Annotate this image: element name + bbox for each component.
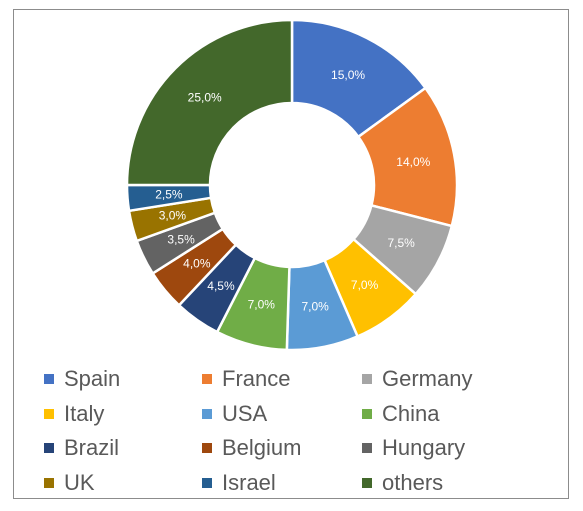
data-label-others: 25,0% (188, 91, 222, 105)
data-label-spain: 15,0% (331, 68, 365, 82)
data-label-uk: 3,0% (159, 209, 187, 223)
legend-item-china: China (362, 397, 439, 431)
data-label-germany: 7,5% (387, 236, 415, 250)
legend-label: Belgium (222, 435, 302, 460)
legend-swatch (362, 443, 372, 453)
legend-item-brazil: Brazil (44, 431, 119, 465)
legend-label: Spain (64, 366, 121, 391)
legend-item-others: others (362, 466, 443, 500)
legend-label: Brazil (64, 435, 120, 460)
legend-label: USA (222, 400, 268, 426)
legend-label: Israel (222, 469, 276, 495)
data-label-china: 7,0% (248, 298, 276, 312)
legend-item-germany: Germany (362, 362, 472, 396)
legend-swatch (202, 477, 212, 488)
legend-swatch (362, 374, 372, 384)
slice-others (125, 18, 294, 187)
legend-label: France (222, 366, 291, 391)
legend-item-italy: Italy (44, 397, 104, 431)
legend-item-france: France (202, 362, 290, 396)
legend-swatch (202, 374, 212, 384)
legend-label: others (382, 469, 444, 495)
chart-frame: 15,0% 14,0% 7,5% 7,0% 7,0% 7,0% 4,5% 4,0% 3,5% 3,… (13, 9, 569, 499)
data-label-hungary: 3,5% (167, 232, 195, 246)
legend-label: Italy (64, 400, 105, 426)
data-label-israel: 2,5% (155, 188, 183, 202)
legend-item-hungary: Hungary (362, 431, 465, 465)
legend-swatch (362, 408, 372, 419)
legend-item-spain: Spain (44, 362, 120, 396)
legend-swatch (44, 408, 54, 419)
legend-item-israel: Israel (202, 466, 276, 500)
data-label-belgium: 4,0% (183, 257, 211, 271)
legend-item-belgium: Belgium (202, 431, 301, 465)
data-label-brazil: 4,5% (207, 279, 235, 293)
legend-swatch (44, 477, 54, 488)
legend-swatch (362, 477, 372, 488)
data-label-france: 14,0% (396, 155, 430, 169)
legend-swatch (202, 443, 212, 453)
donut-chart: 15,0% 14,0% 7,5% 7,0% 7,0% 7,0% 4,5% 4,0% 3,5% 3,… (125, 18, 459, 350)
legend-swatch (44, 374, 54, 384)
legend-label: China (382, 400, 440, 426)
data-label-italy: 7,0% (351, 278, 379, 292)
legend-label: UK (64, 469, 95, 495)
legend-label: Germany (382, 366, 473, 391)
legend-label: Hungary (382, 435, 466, 460)
data-label-usa: 7,0% (301, 299, 329, 313)
legend-swatch (44, 443, 54, 453)
legend-item-usa: USA (202, 397, 267, 431)
legend-swatch (202, 408, 212, 419)
legend-item-uk: UK (44, 466, 95, 500)
